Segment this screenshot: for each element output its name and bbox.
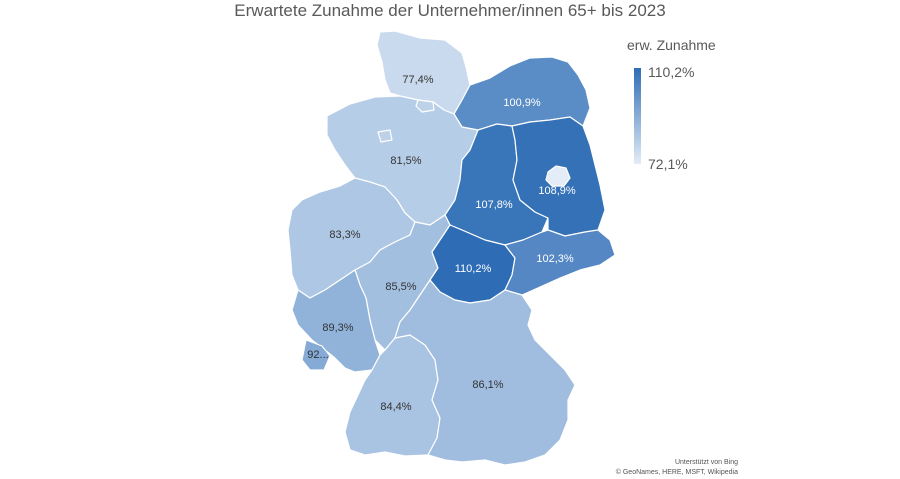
legend-title: erw. Zunahme: [627, 37, 716, 53]
region-sachsen[interactable]: [504, 229, 616, 296]
label-nordrhein-westfalen: 83,3%: [329, 229, 360, 241]
label-sachsen: 102,3%: [536, 253, 574, 265]
attribution-sources: © GeoNames, HERE, MSFT, Wikipedia: [615, 469, 738, 476]
label-hessen: 85,5%: [385, 281, 416, 293]
legend-color-scale: [634, 68, 641, 164]
label-sachsen-anhalt: 107,8%: [475, 199, 513, 211]
label-schleswig-holstein: 77,4%: [402, 74, 433, 86]
label-baden-wuerttemberg: 84,4%: [380, 401, 411, 413]
region-berlin[interactable]: [545, 165, 571, 187]
label-bayern: 86,1%: [472, 379, 503, 391]
label-brandenburg: 108,9%: [538, 185, 576, 197]
map-title: Erwartete Zunahme der Unternehmer/innen …: [234, 1, 666, 20]
legend-max-label: 110,2%: [648, 64, 695, 80]
label-niedersachsen: 81,5%: [390, 155, 421, 167]
label-mecklenburg-vorpommern: 100,9%: [503, 97, 541, 109]
label-thueringen: 110,2%: [455, 263, 492, 275]
region-bremen[interactable]: [377, 129, 393, 143]
label-saarland: 92...: [307, 349, 328, 361]
region-saarland[interactable]: [301, 339, 331, 371]
region-bayern[interactable]: [394, 279, 576, 466]
attribution-provider: Unterstützt von Bing: [674, 459, 738, 466]
legend-min-label: 72,1%: [648, 156, 688, 172]
region-hamburg[interactable]: [415, 99, 435, 113]
label-rheinland-pfalz: 89,3%: [322, 322, 353, 334]
